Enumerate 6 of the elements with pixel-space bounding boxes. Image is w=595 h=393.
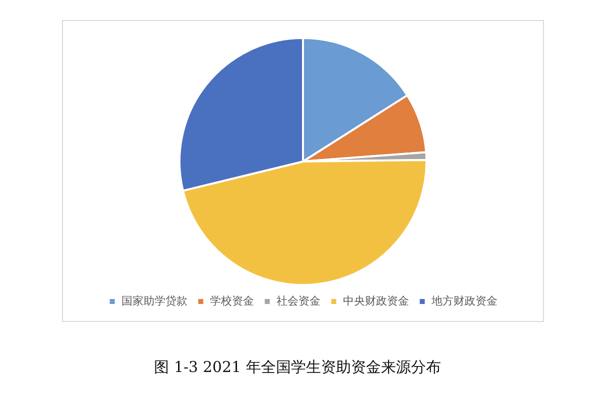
text: 图 1-3 2021 年全国学生资助资金来源分布 xyxy=(153,358,442,377)
legend-label: 地方财政资金 xyxy=(430,294,498,308)
legend-label: 社会资金 xyxy=(276,294,320,308)
legend-label: 中央财政资金 xyxy=(342,294,409,308)
legend-label: 国家助学贷款 xyxy=(121,294,188,308)
legend-label: 学校资金 xyxy=(210,294,254,308)
